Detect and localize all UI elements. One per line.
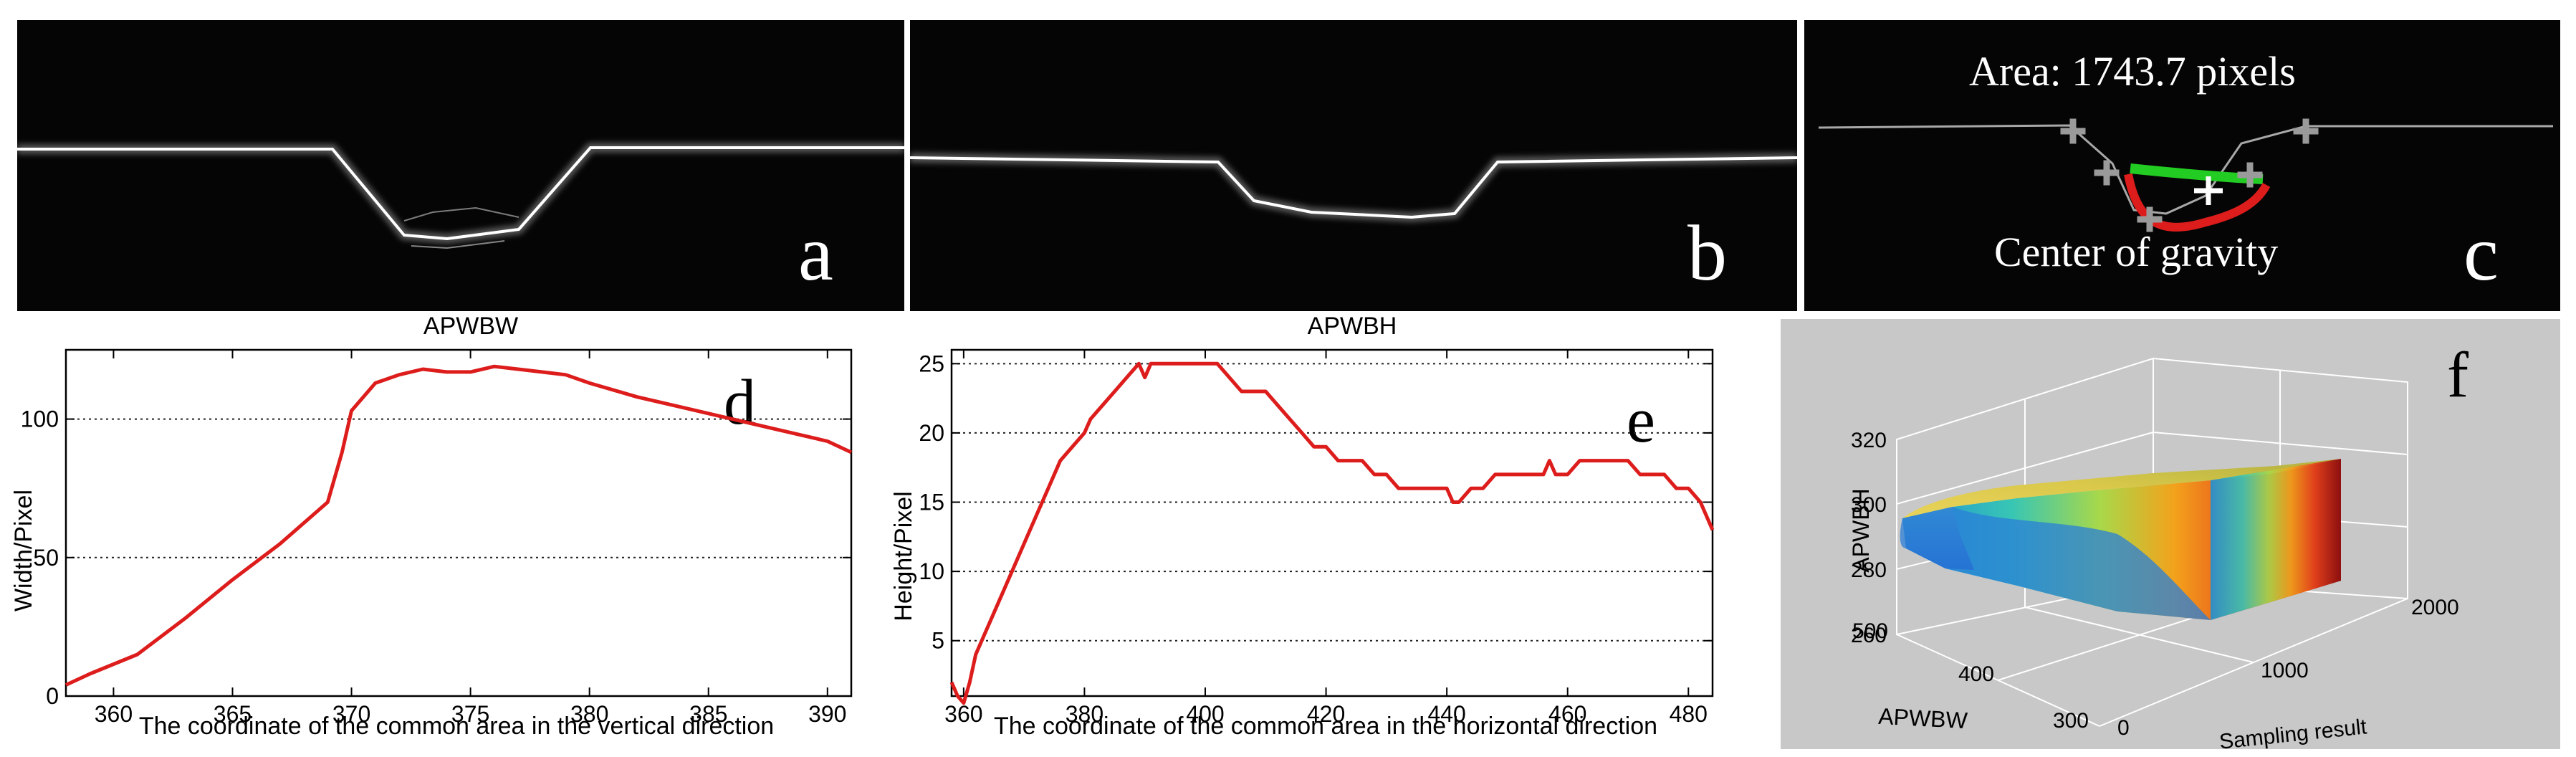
chart-d-title: APWBW xyxy=(423,313,518,340)
chart-d: APWBW Width/Pixel The coordinate of the … xyxy=(10,313,853,740)
panel-b: b xyxy=(910,20,1797,311)
y-tick-label: 20 xyxy=(919,420,944,446)
panel-d-letter: d xyxy=(724,367,756,438)
y-tick-label: 300 xyxy=(2053,709,2089,733)
panel-a: a xyxy=(17,20,904,311)
x-tick-label: 440 xyxy=(1427,701,1465,727)
panel-e: APWBH Height/Pixel The coordinate of the… xyxy=(881,313,1770,757)
surface-tick-labels: 260 280 300 320 300 400 500 0 1000 2000 xyxy=(1851,429,2459,740)
chart-f: APWBH APWBW Sampling result 260 280 300 320… xyxy=(1848,340,2469,749)
chart-d-ylabel: Width/Pixel xyxy=(10,490,37,611)
chart-e-title: APWBH xyxy=(1308,313,1397,340)
plot-area-e: 360 380 400 420 440 460 480 5 10 15 20 25 xyxy=(919,348,1715,727)
laser-stripe-a xyxy=(17,143,904,249)
panel-b-letter: b xyxy=(1687,209,1727,297)
surface-plot xyxy=(1900,459,2341,620)
x-tick-label: 2000 xyxy=(2411,596,2459,619)
chart-e-xlabel: The coordinate of the common area in the… xyxy=(994,713,1657,740)
chart-d-xlabel: The coordinate of the common area in the… xyxy=(139,713,774,740)
red-segment xyxy=(2124,173,2271,232)
x-tick-label: 380 xyxy=(1066,701,1103,727)
panel-c-letter: c xyxy=(2464,209,2499,297)
z-tick-label: 300 xyxy=(1851,493,1887,517)
xlabel-f: Sampling result xyxy=(2218,715,2368,749)
area-label: Area: 1743.7 pixels xyxy=(1969,48,2296,95)
chart-e: APWBH Height/Pixel The coordinate of the… xyxy=(890,313,1715,740)
plus-marker-icon xyxy=(2060,118,2086,144)
z-tick-label: 260 xyxy=(1851,624,1887,647)
ylabel-f: APWBW xyxy=(1878,703,1969,734)
x-tick-label: 390 xyxy=(808,701,846,727)
x-tick-label: 385 xyxy=(689,701,727,727)
x-tick-label: 480 xyxy=(1670,701,1708,727)
panel-c: Area: 1743.7 pixels Center of gravity c xyxy=(1804,20,2560,311)
plus-marker-icon xyxy=(2094,160,2120,186)
plus-marker-icon xyxy=(2293,118,2319,144)
panel-a-image xyxy=(17,143,904,249)
panel-e-letter: e xyxy=(1627,385,1655,456)
series-line-e xyxy=(949,361,1715,705)
panel-d: APWBW Width/Pixel The coordinate of the … xyxy=(0,313,906,757)
x-tick-label: 1000 xyxy=(2261,659,2309,682)
x-tick-label: 400 xyxy=(1186,701,1224,727)
marker-icons xyxy=(2060,118,2319,232)
series-line-d xyxy=(64,364,853,687)
y-tick-label: 0 xyxy=(46,683,59,709)
panel-f-letter: f xyxy=(2447,340,2469,411)
x-tick-label: 365 xyxy=(214,701,252,727)
zlabel: APWBH xyxy=(1848,488,1874,572)
x-tick-label: 460 xyxy=(1548,701,1586,727)
x-tick-label: 380 xyxy=(570,701,608,727)
z-tick-label: 320 xyxy=(1851,429,1887,452)
profile-line-c xyxy=(1818,124,2553,215)
plot-frame xyxy=(950,348,1714,698)
z-tick-label: 280 xyxy=(1851,558,1887,582)
panel-a-letter: a xyxy=(798,209,833,297)
y-tick-label: 100 xyxy=(21,406,59,432)
x-tick-label: 360 xyxy=(944,701,982,727)
x-tick-label: 0 xyxy=(2117,716,2130,740)
x-tick-label: 420 xyxy=(1307,701,1345,727)
plus-marker-icon xyxy=(2237,162,2263,188)
x-tick-label: 370 xyxy=(332,701,370,727)
plot-area-d: 360 365 370 375 380 385 390 0 50 100 xyxy=(21,348,853,727)
panel-b-image xyxy=(910,153,1797,223)
plus-marker-icon xyxy=(2137,206,2163,232)
center-of-gravity-label: Center of gravity xyxy=(1994,229,2279,275)
y-tick-label: 400 xyxy=(1958,662,1994,686)
plot-frame xyxy=(64,348,853,698)
y-tick-label: 50 xyxy=(33,545,59,571)
panel-f: APWBH APWBW Sampling result 260 280 300 320… xyxy=(1781,319,2560,749)
y-tick-label: 25 xyxy=(919,351,944,376)
x-tick-label: 360 xyxy=(95,701,133,727)
panel-c-image xyxy=(1818,118,2553,232)
y-tick-label: 10 xyxy=(919,558,944,584)
y-tick-label: 15 xyxy=(919,490,944,515)
x-tick-label: 375 xyxy=(451,701,489,727)
y-tick-label: 500 xyxy=(1852,619,1888,643)
chart-e-ylabel: Height/Pixel xyxy=(890,491,917,621)
centroid-icon xyxy=(2194,176,2223,205)
y-tick-label: 5 xyxy=(932,628,944,654)
laser-stripe-b xyxy=(910,153,1797,223)
